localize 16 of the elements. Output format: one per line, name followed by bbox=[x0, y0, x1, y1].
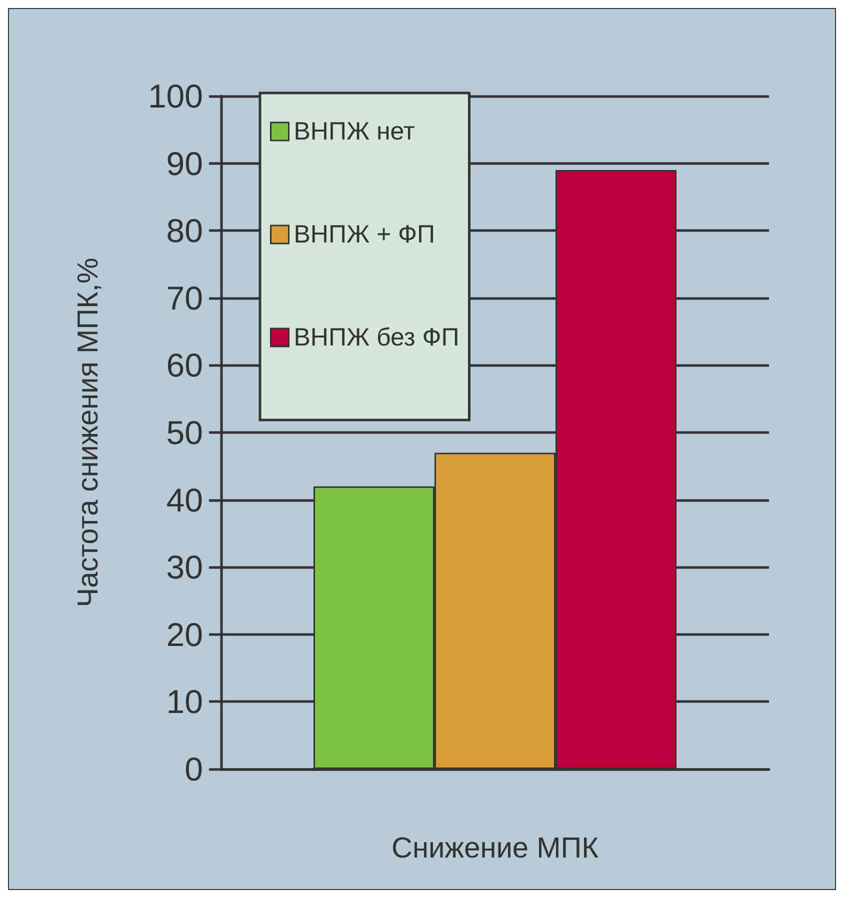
y-tick-label: 70 bbox=[166, 279, 203, 316]
y-tick-label: 0 bbox=[184, 750, 203, 788]
y-axis-title: Частота снижения МПК,% bbox=[72, 258, 104, 608]
legend-label: ВНПЖ нет bbox=[294, 118, 416, 146]
y-tick-label: 20 bbox=[166, 616, 203, 653]
legend-label: ВНПЖ без ФП bbox=[294, 324, 460, 352]
y-tick-label: 40 bbox=[166, 481, 203, 518]
y-tick-label: 10 bbox=[166, 683, 203, 720]
y-tick-label: 80 bbox=[166, 212, 203, 250]
x-axis-title: Снижение МПК bbox=[392, 832, 599, 864]
y-tick-label: 50 bbox=[166, 414, 203, 451]
y-tick-label: 60 bbox=[166, 346, 203, 384]
y-tick-label: 100 bbox=[148, 78, 203, 114]
y-tick-label: 30 bbox=[166, 548, 203, 586]
y-tick-label: 90 bbox=[166, 144, 203, 182]
legend-label: ВНПЖ + ФП bbox=[294, 220, 435, 248]
